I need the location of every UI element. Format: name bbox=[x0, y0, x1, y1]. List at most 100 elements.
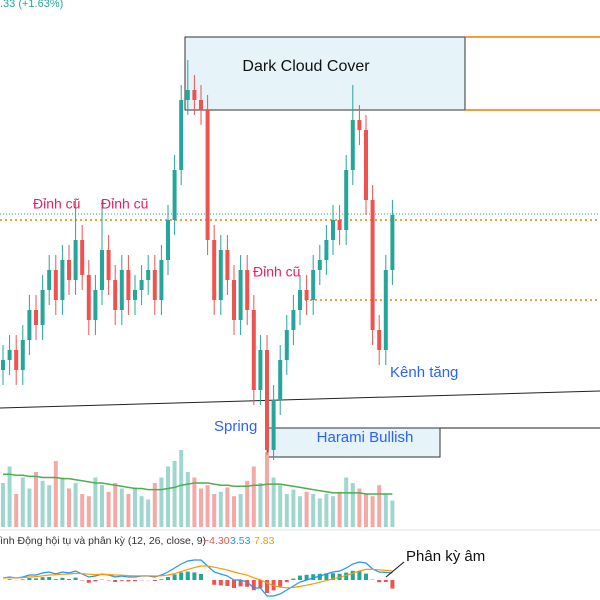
volume-bar bbox=[377, 485, 382, 527]
volume-bar bbox=[119, 488, 124, 527]
volume-bar bbox=[20, 477, 25, 527]
volume-bar bbox=[350, 483, 355, 527]
macd-histogram bbox=[27, 578, 32, 580]
volume-bar bbox=[100, 485, 104, 527]
volume-bar bbox=[225, 487, 230, 527]
macd-histogram bbox=[298, 575, 302, 580]
macd-histogram bbox=[40, 577, 45, 580]
macd-histogram bbox=[7, 579, 12, 580]
volume-bar bbox=[390, 500, 395, 527]
candle-body bbox=[199, 100, 203, 110]
macd-histogram bbox=[344, 572, 349, 580]
candle-body bbox=[377, 330, 382, 350]
candle-body bbox=[139, 280, 144, 290]
volume-bar bbox=[126, 494, 131, 527]
signal-line bbox=[2, 565, 393, 589]
macd-histogram bbox=[251, 580, 256, 591]
volume-bar bbox=[205, 485, 210, 527]
macd-histogram bbox=[119, 580, 124, 581]
macd-value: −4.30 bbox=[203, 535, 230, 547]
candle-body bbox=[258, 350, 263, 390]
candle-body bbox=[159, 260, 164, 300]
macd-histogram bbox=[126, 580, 131, 582]
candle-body bbox=[291, 310, 296, 330]
candle-body bbox=[20, 340, 25, 370]
volume-bar bbox=[47, 485, 52, 527]
macd-histogram bbox=[304, 574, 309, 580]
volume-bar bbox=[212, 494, 217, 527]
macd-histogram bbox=[331, 573, 335, 580]
annotation: Harami Bullish bbox=[317, 429, 414, 446]
volume-bar bbox=[298, 496, 302, 527]
volume-bar bbox=[192, 477, 197, 527]
volume-bar bbox=[258, 483, 263, 527]
macd-histogram bbox=[113, 580, 118, 582]
volume-bar bbox=[199, 488, 203, 527]
macd-histogram bbox=[172, 574, 177, 580]
candle-body bbox=[152, 270, 157, 300]
candle-body bbox=[126, 270, 131, 300]
volume-bar bbox=[139, 496, 144, 527]
candle-body bbox=[179, 100, 184, 170]
annotation: Kênh tăng bbox=[390, 364, 458, 381]
annotation: Đỉnh cũ bbox=[101, 196, 148, 212]
volume-bar bbox=[284, 494, 289, 527]
volume-bar bbox=[159, 477, 164, 527]
candle-body bbox=[390, 215, 395, 270]
annotation: Phân kỳ âm bbox=[406, 548, 485, 565]
volume-bar bbox=[93, 477, 98, 527]
candle-body bbox=[212, 240, 217, 300]
macd-histogram bbox=[212, 580, 217, 585]
macd-histogram bbox=[166, 577, 170, 580]
candle-body bbox=[304, 290, 309, 300]
candle-body bbox=[67, 260, 71, 280]
candle-body bbox=[298, 290, 302, 310]
candle-body bbox=[119, 270, 124, 310]
macd-histogram bbox=[265, 580, 269, 593]
macd-histogram bbox=[291, 578, 296, 580]
candle-body bbox=[100, 250, 104, 290]
candle-body bbox=[93, 290, 98, 320]
candle-body bbox=[232, 280, 236, 320]
candle-body bbox=[317, 260, 322, 270]
macd-histogram bbox=[390, 580, 395, 589]
macd-histogram bbox=[232, 580, 236, 588]
volume-bar bbox=[86, 496, 91, 527]
macd-histogram bbox=[34, 578, 38, 580]
candle-body bbox=[86, 275, 91, 320]
macd-histogram bbox=[93, 580, 98, 582]
candle-body bbox=[383, 270, 388, 350]
volume-bar bbox=[152, 483, 157, 527]
macd-histogram bbox=[218, 580, 223, 586]
volume-bar bbox=[344, 477, 349, 527]
macd-histogram bbox=[364, 573, 368, 580]
macd-histogram bbox=[238, 580, 243, 587]
candle-body bbox=[337, 220, 342, 230]
harami-box bbox=[267, 427, 441, 458]
candle-body bbox=[370, 200, 375, 330]
candle-body bbox=[364, 130, 368, 200]
candle-body bbox=[251, 310, 256, 390]
candle-body bbox=[192, 90, 197, 100]
volume-bar bbox=[27, 488, 32, 527]
volume-bar bbox=[364, 494, 368, 527]
macd-histogram bbox=[67, 579, 71, 580]
annotation: Spring bbox=[214, 418, 257, 435]
candle-body bbox=[47, 270, 52, 290]
volume-bar bbox=[179, 450, 184, 527]
volume-bar bbox=[232, 496, 236, 527]
macd-histogram bbox=[199, 574, 203, 580]
candle-body bbox=[265, 350, 269, 450]
macd-value: 7.83 bbox=[254, 535, 275, 547]
macd-histogram bbox=[53, 579, 58, 580]
candle-body bbox=[166, 220, 170, 260]
annotation: Đỉnh cũ bbox=[253, 264, 300, 280]
candle-body bbox=[7, 350, 12, 360]
macd-line bbox=[2, 559, 393, 597]
candle-body bbox=[324, 240, 329, 260]
volume-bar bbox=[40, 480, 45, 527]
candle-body bbox=[344, 170, 349, 230]
volume-bar bbox=[370, 496, 375, 527]
candle-body bbox=[311, 270, 316, 300]
